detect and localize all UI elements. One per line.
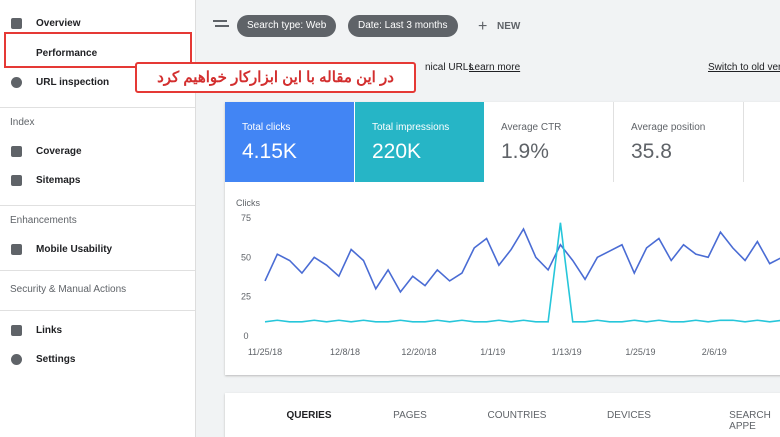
nav-item[interactable]: URL inspection bbox=[36, 77, 110, 88]
metric-tile[interactable]: Average CTR 1.9% bbox=[484, 102, 614, 182]
nav-item[interactable]: Coverage bbox=[36, 146, 82, 157]
metric-value: 220K bbox=[372, 140, 422, 163]
x-tick-label: 12/20/18 bbox=[401, 347, 436, 357]
x-tick-label: 1/1/19 bbox=[480, 347, 505, 357]
metric-label: Average position bbox=[631, 122, 706, 133]
nav-item[interactable]: Overview bbox=[36, 18, 81, 29]
divider bbox=[0, 205, 195, 206]
icon bbox=[11, 175, 22, 186]
icon bbox=[11, 354, 22, 365]
x-tick-label: 12/8/18 bbox=[330, 347, 360, 357]
chip[interactable]: Date: Last 3 months bbox=[348, 15, 458, 37]
x-tick-label: 2/6/19 bbox=[702, 347, 727, 357]
highlight-box bbox=[4, 32, 192, 68]
metric-label: Total clicks bbox=[242, 122, 291, 133]
x-tick-label: 11/25/18 bbox=[248, 347, 282, 357]
y-tick-label: 75 bbox=[241, 213, 251, 223]
divider bbox=[0, 107, 195, 108]
filter-icon[interactable] bbox=[213, 20, 227, 22]
series-line bbox=[264, 222, 780, 323]
plus-icon: + bbox=[478, 18, 488, 35]
x-tick-label: 1/13/19 bbox=[552, 347, 582, 357]
metric-tile[interactable]: Total impressions 220K bbox=[355, 102, 484, 182]
metric-label: Average CTR bbox=[501, 122, 562, 133]
new-button[interactable]: NEW bbox=[497, 21, 521, 32]
metric-label: Total impressions bbox=[372, 122, 450, 133]
series-line bbox=[264, 227, 780, 294]
nav-item[interactable]: Settings bbox=[36, 354, 76, 365]
annotation: در این مقاله با این ابزارکار خواهیم کرد bbox=[135, 62, 416, 93]
section-title[interactable]: Index bbox=[10, 117, 35, 128]
info-text: nical URLs bbox=[425, 62, 474, 73]
section-title[interactable]: Enhancements bbox=[10, 215, 77, 226]
metric-tile[interactable]: Average position 35.8 bbox=[614, 102, 744, 182]
chip[interactable]: Search type: Web bbox=[237, 15, 337, 37]
icon bbox=[11, 18, 22, 29]
tab[interactable]: QUERIES bbox=[286, 410, 332, 421]
link[interactable]: Learn more bbox=[469, 62, 521, 73]
section-title[interactable]: Security & Manual Actions bbox=[10, 284, 127, 295]
metric-value: 4.15K bbox=[242, 140, 297, 163]
metric-value: 1.9% bbox=[501, 140, 549, 163]
tab[interactable]: DEVICES bbox=[607, 410, 651, 421]
icon bbox=[11, 146, 22, 157]
metric-value: 35.8 bbox=[631, 140, 672, 163]
nav-item[interactable]: Links bbox=[36, 325, 63, 336]
y-tick-label: 50 bbox=[241, 252, 251, 262]
tabs-card bbox=[225, 393, 780, 437]
tab[interactable]: COUNTRIES bbox=[487, 410, 547, 421]
y-tick-label: 25 bbox=[241, 292, 251, 302]
y-tick-label: 0 bbox=[243, 331, 248, 341]
nav-item[interactable]: Performance bbox=[36, 48, 98, 59]
icon bbox=[11, 77, 22, 88]
icon bbox=[11, 325, 22, 336]
x-tick-label: 1/25/19 bbox=[625, 347, 655, 357]
icon bbox=[11, 244, 22, 255]
tab[interactable]: PAGES bbox=[393, 410, 427, 421]
divider bbox=[0, 310, 195, 311]
divider bbox=[0, 270, 195, 271]
y-axis-label: Clicks bbox=[236, 198, 260, 208]
link[interactable]: Switch to old ver bbox=[708, 62, 780, 73]
nav-item[interactable]: Sitemaps bbox=[36, 175, 81, 186]
metric-tile[interactable]: Total clicks 4.15K bbox=[225, 102, 354, 182]
nav-item[interactable]: Mobile Usability bbox=[36, 244, 113, 255]
tab[interactable]: SEARCH APPE bbox=[729, 410, 771, 432]
